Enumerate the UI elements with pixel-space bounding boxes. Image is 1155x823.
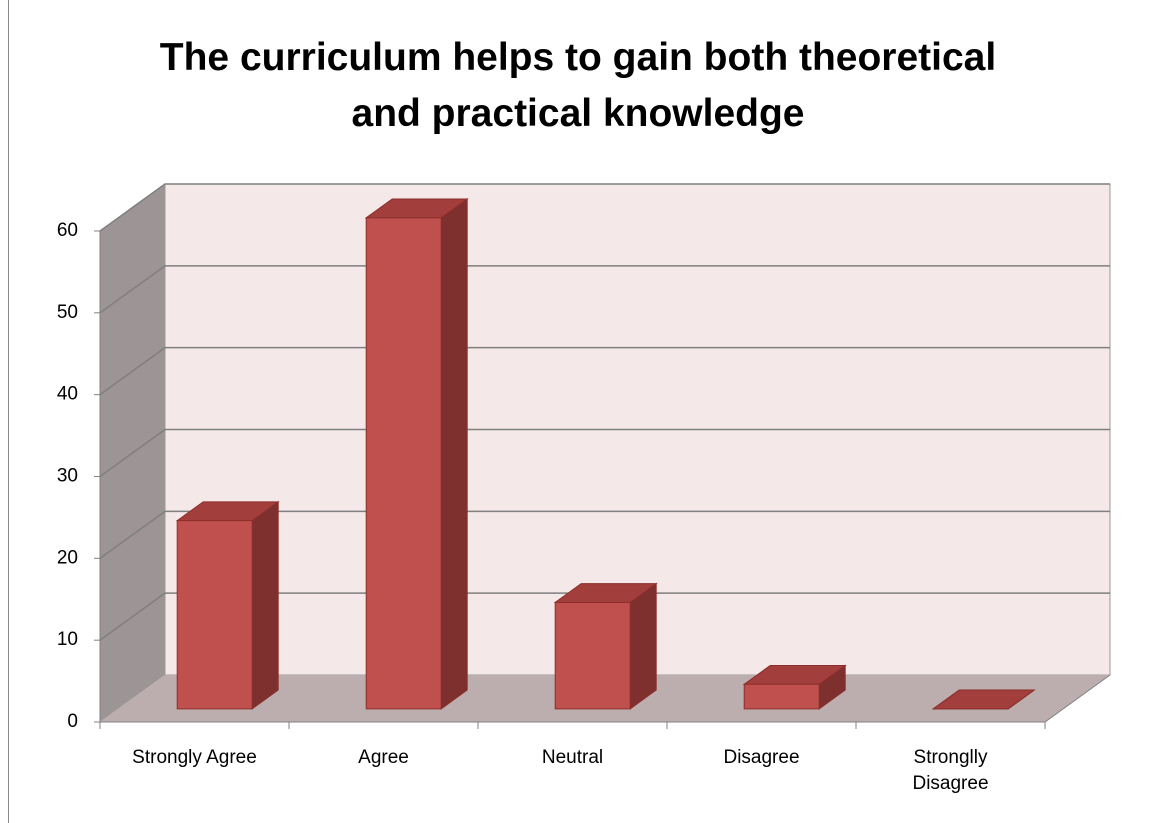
grid-line	[99, 265, 1110, 314]
chart-title: The curriculum helps to gain both theore…	[159, 36, 997, 135]
grid-line	[99, 346, 1110, 396]
y-tick-label: 0	[67, 711, 78, 732]
bar	[553, 582, 658, 710]
x-tick-label: Neutral	[541, 747, 604, 768]
bar-front	[554, 601, 631, 710]
y-tick-label: 60	[57, 220, 78, 241]
bar-front	[743, 683, 820, 710]
grid-line	[99, 592, 1110, 641]
y-tick-label: 40	[57, 384, 78, 405]
x-tick-label: Stronglly Disagree	[912, 747, 989, 794]
grid-line	[99, 510, 1110, 559]
grid-line	[99, 183, 1110, 232]
x-tick-label: Strongly Agree	[132, 747, 257, 768]
bar-side	[629, 582, 657, 710]
bar-front	[365, 217, 442, 710]
bar-front	[176, 520, 253, 710]
y-tick-label: 30	[57, 466, 78, 487]
y-tick-label: 50	[57, 302, 78, 323]
bar	[931, 689, 1036, 710]
x-tick-label: Disagree	[723, 747, 800, 768]
bar-side	[251, 500, 279, 710]
y-tick-label: 10	[57, 629, 78, 650]
x-tick-label: Agree	[358, 747, 409, 768]
y-tick-label: 20	[57, 547, 78, 568]
grid-line	[99, 428, 1110, 478]
bar	[364, 198, 469, 710]
bar	[175, 500, 280, 710]
bar	[742, 664, 847, 710]
bar-side	[440, 198, 468, 710]
frame	[8, 0, 1155, 823]
